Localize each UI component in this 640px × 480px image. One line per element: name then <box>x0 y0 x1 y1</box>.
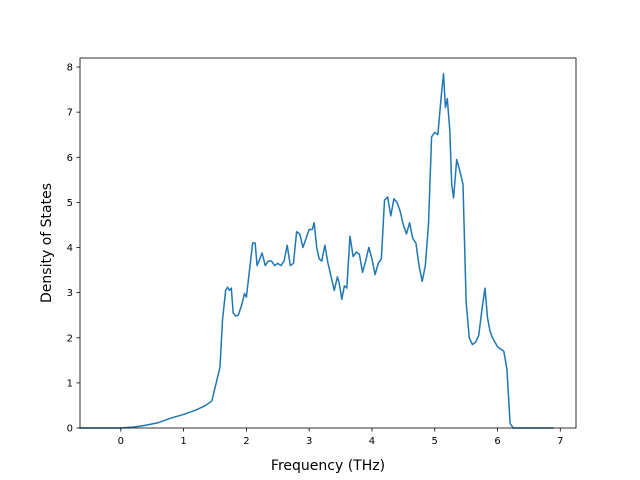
y-tick-label: 5 <box>67 198 73 209</box>
axes-frame <box>79 57 577 429</box>
y-tick-label: 4 <box>67 243 73 254</box>
y-axis-label: Density of States <box>39 183 55 303</box>
x-tick-label: 2 <box>243 436 249 447</box>
x-tick-label: 3 <box>306 436 312 447</box>
x-tick-label: 6 <box>494 436 500 447</box>
x-tick-label: 5 <box>432 436 438 447</box>
x-axis-ticks: 0 1 2 3 4 5 6 7 <box>118 428 563 447</box>
dos-line <box>79 73 554 429</box>
y-tick-label: 7 <box>67 108 73 119</box>
y-tick-label: 6 <box>67 153 73 164</box>
x-tick-label: 7 <box>557 436 563 447</box>
y-axis-ticks: 0 1 2 3 4 5 6 7 8 <box>67 63 80 435</box>
y-tick-label: 2 <box>67 333 73 344</box>
x-tick-label: 4 <box>369 436 375 447</box>
y-tick-label: 0 <box>67 424 73 435</box>
x-tick-label: 1 <box>180 436 186 447</box>
x-axis-label: Frequency (THz) <box>271 458 385 474</box>
plot-area <box>79 73 554 429</box>
x-tick-label: 0 <box>118 436 124 447</box>
y-tick-label: 1 <box>67 378 73 389</box>
y-tick-label: 8 <box>67 63 73 74</box>
y-tick-label: 3 <box>67 288 73 299</box>
